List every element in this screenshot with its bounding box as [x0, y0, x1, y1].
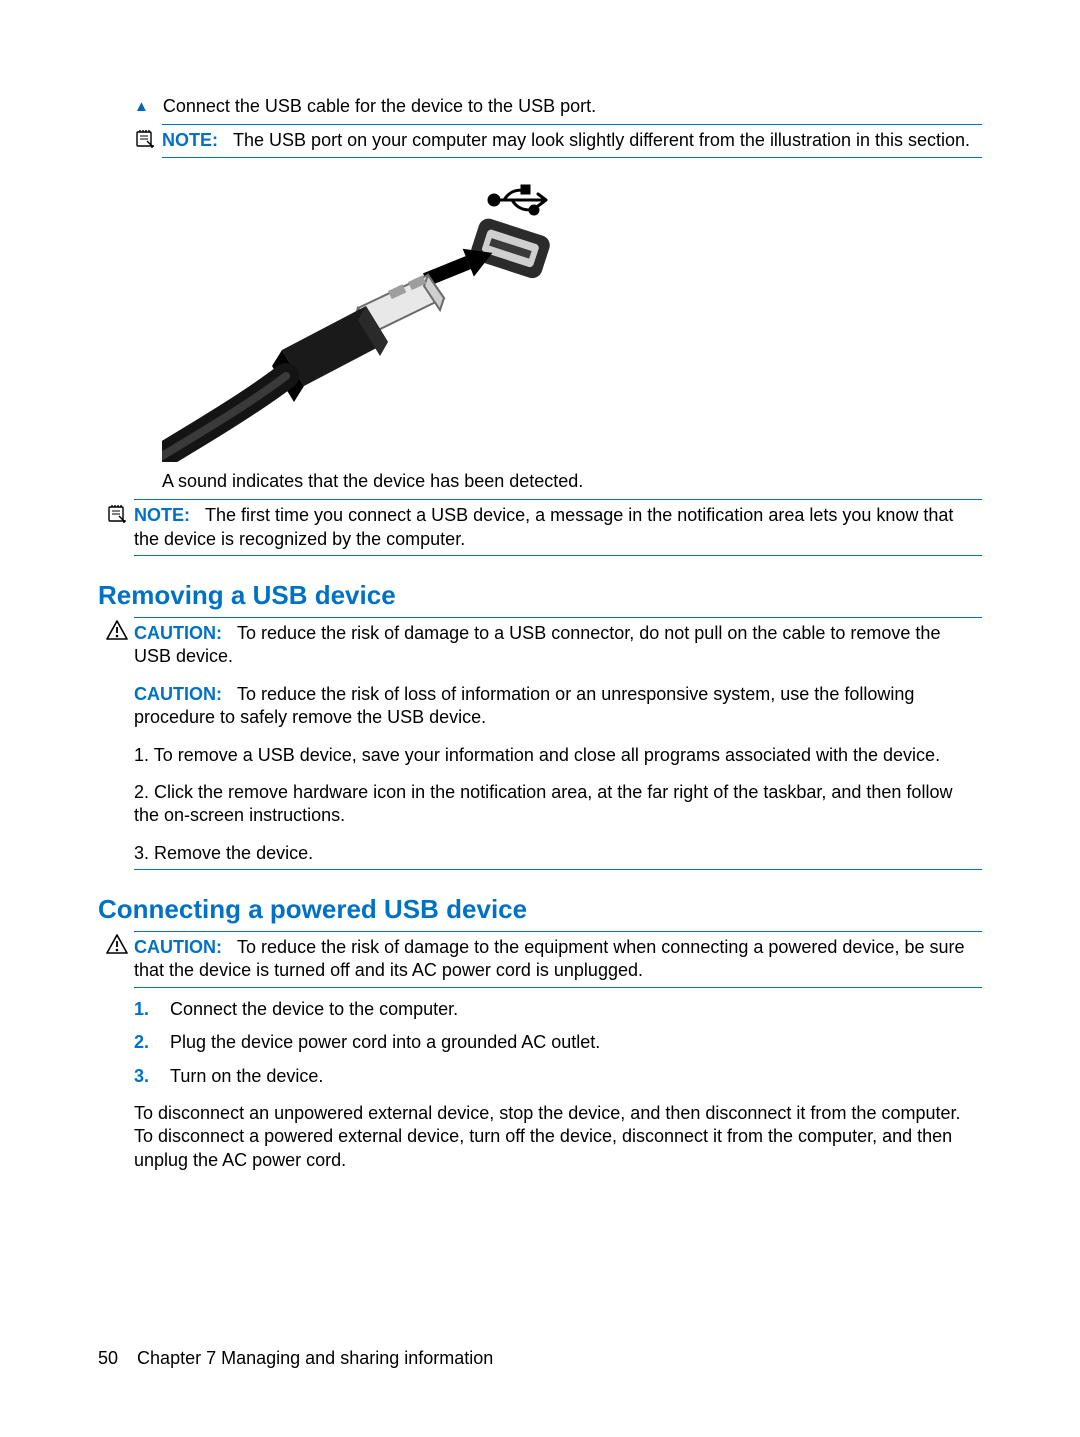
step-number: 2.	[134, 1031, 158, 1054]
caution-label: CAUTION:	[134, 937, 222, 957]
page-content: ▲ Connect the USB cable for the device t…	[98, 95, 982, 1172]
powered-step-3: 3. Turn on the device.	[134, 1065, 982, 1088]
page-number: 50	[98, 1348, 118, 1368]
caution-label: CAUTION:	[134, 684, 222, 704]
note-callout: NOTE: The first time you connect a USB d…	[134, 499, 982, 556]
remove-step-3: 3. Remove the device.	[134, 842, 982, 865]
rule	[134, 987, 982, 988]
step-text: Connect the device to the computer.	[170, 998, 458, 1021]
remove-step-1: 1. To remove a USB device, save your inf…	[134, 744, 982, 767]
powered-closing: To disconnect an unpowered external devi…	[134, 1102, 982, 1172]
step-number: 1.	[134, 998, 158, 1021]
note-body: The USB port on your computer may look s…	[233, 130, 970, 150]
note-body: The first time you connect a USB device,…	[134, 505, 953, 548]
caution-body: To reduce the risk of loss of informatio…	[134, 684, 914, 727]
step-text: Turn on the device.	[170, 1065, 323, 1088]
caution-second: CAUTION: To reduce the risk of loss of i…	[134, 683, 982, 730]
usb-connection-illustration	[162, 172, 582, 462]
document-page: ▲ Connect the USB cable for the device t…	[0, 0, 1080, 1437]
remove-step-2: 2. Click the remove hardware icon in the…	[134, 781, 982, 828]
powered-step-1: 1. Connect the device to the computer.	[134, 998, 982, 1021]
step-number: 3.	[134, 1065, 158, 1088]
heading-removing: Removing a USB device	[98, 580, 982, 611]
heading-powered: Connecting a powered USB device	[98, 894, 982, 925]
step-text: Plug the device power cord into a ground…	[170, 1031, 600, 1054]
caution-label: CAUTION:	[134, 623, 222, 643]
note-text	[223, 130, 233, 150]
triangle-icon: ▲	[134, 95, 149, 117]
caution-icon	[106, 620, 128, 646]
chapter-title: Chapter 7 Managing and sharing informati…	[137, 1348, 493, 1368]
note-callout: NOTE: The USB port on your computer may …	[162, 124, 982, 157]
instruction-bullet: ▲ Connect the USB cable for the device t…	[134, 95, 982, 118]
instruction-text: Connect the USB cable for the device to …	[163, 95, 596, 118]
note-label: NOTE:	[162, 130, 218, 150]
detection-text: A sound indicates that the device has be…	[162, 470, 982, 493]
caution-body: To reduce the risk of damage to a USB co…	[134, 623, 940, 666]
caution-icon	[106, 934, 128, 960]
note-icon	[134, 127, 156, 155]
note-icon	[106, 502, 128, 530]
powered-step-2: 2. Plug the device power cord into a gro…	[134, 1031, 982, 1054]
caution-callout: CAUTION: To reduce the risk of damage to…	[134, 931, 982, 983]
caution-body: To reduce the risk of damage to the equi…	[134, 937, 964, 980]
page-footer: 50 Chapter 7 Managing and sharing inform…	[98, 1348, 493, 1369]
caution-callout: CAUTION: To reduce the risk of damage to…	[134, 617, 982, 870]
note-label: NOTE:	[134, 505, 190, 525]
